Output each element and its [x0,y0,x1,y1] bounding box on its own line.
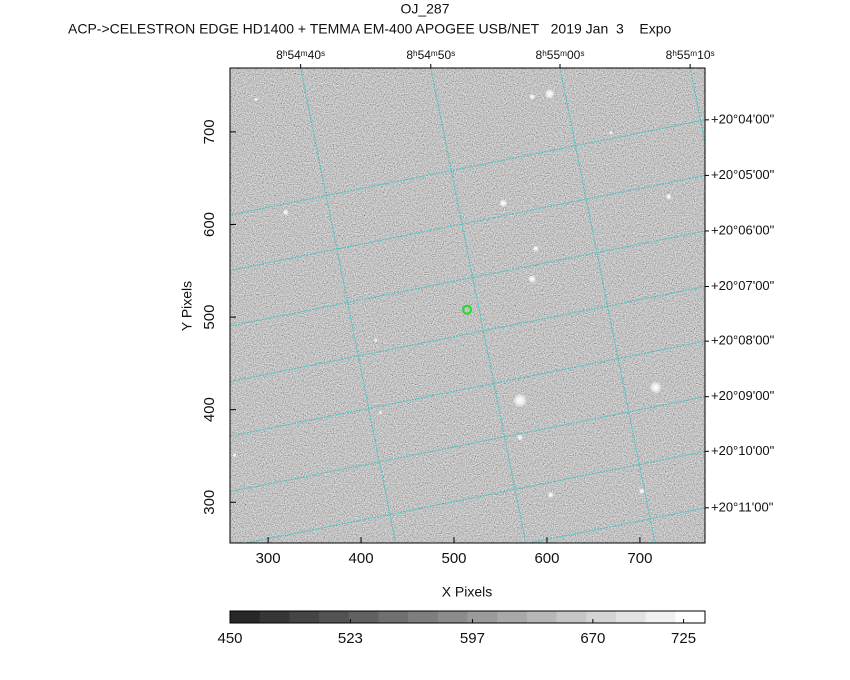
star [232,453,237,458]
star [649,381,662,394]
y-tick-label: 500 [201,305,218,330]
dec-grid-line [230,286,705,383]
colorbar-segment [437,611,468,623]
colorbar-segment [259,611,290,623]
colorbar-segment [289,611,320,623]
star [373,338,378,343]
x-tick-label: 600 [534,550,559,567]
colorbar-segment [675,611,706,623]
ra-tick-label: 8ʰ54ᵐ50ˢ [406,48,455,62]
x-tick-label: 400 [349,550,374,567]
dec-grid-line [230,174,705,271]
y-tick-label: 600 [201,212,218,237]
colorbar-segment [467,611,498,623]
ra-grid-line [559,68,656,543]
chart-title: OJ_287 [400,1,449,17]
ra-tick-label: 8ʰ54ᵐ40ˢ [276,48,325,62]
x-tick-label: 300 [256,550,281,567]
colorbar-segment [556,611,587,623]
colorbar-frame [229,610,706,624]
dec-tick-label: +20°06'00" [711,222,775,237]
dec-grid-line [230,230,705,327]
y-tick-label: 300 [201,490,218,515]
star [544,88,555,99]
star [378,410,383,415]
colorbar-segment [230,611,261,623]
star [529,93,536,100]
star [517,434,524,441]
dec-tick-label: +20°09'00" [711,388,775,403]
x-tick-label: 500 [442,550,467,567]
star [513,393,528,408]
chart-subtitle: ACP->CELESTRON EDGE HD1400 + TEMMA EM-40… [68,21,671,37]
star [638,488,645,495]
ra-grid-line [430,68,527,543]
y-tick-label: 700 [201,119,218,144]
star [609,130,614,135]
colorbar-segment [348,611,379,623]
colorbar-segment [586,611,617,623]
dec-tick-label: +20°05'00" [711,167,775,182]
y-axis-label: Y Pixels [179,281,195,331]
plot-frame [229,67,706,544]
ra-grid-line [300,68,397,543]
star [532,245,539,252]
star [499,199,508,208]
colorbar-segment [645,611,676,623]
star [528,275,537,284]
plot-area [230,68,705,543]
colorbar-tick-label: 597 [460,630,485,647]
colorbar-tick-label: 523 [338,630,363,647]
ra-tick-label: 8ʰ55ᵐ10ˢ [666,48,715,62]
x-tick-label: 700 [627,550,652,567]
colorbar-tick-label: 725 [671,630,696,647]
dec-tick-label: +20°10'00" [711,443,775,458]
star [665,193,672,200]
y-tick-label: 400 [201,397,218,422]
ra-tick-label: 8ʰ55ᵐ00ˢ [536,48,585,62]
star [547,491,554,498]
dec-grid-line [230,396,705,493]
dec-grid-line [230,119,705,216]
colorbar-tick-label: 450 [217,630,242,647]
dec-tick-label: +20°11'00" [711,499,774,514]
x-axis-label: X Pixels [442,584,493,600]
colorbar-segment [526,611,558,623]
star [282,209,289,216]
dec-tick-label: +20°08'00" [711,333,775,348]
dec-grid-line [244,450,705,543]
star [254,97,259,102]
dec-grid-line [230,340,705,437]
colorbar-segment [408,611,439,623]
colorbar-segment [319,611,350,623]
colorbar-segment [378,611,409,623]
colorbar-tick-label: 670 [580,630,605,647]
target-marker [462,304,473,315]
colorbar-segment [615,611,647,623]
dec-tick-label: +20°04'00" [711,111,775,126]
dec-tick-label: +20°07'00" [711,278,775,293]
colorbar-segment [497,611,528,623]
